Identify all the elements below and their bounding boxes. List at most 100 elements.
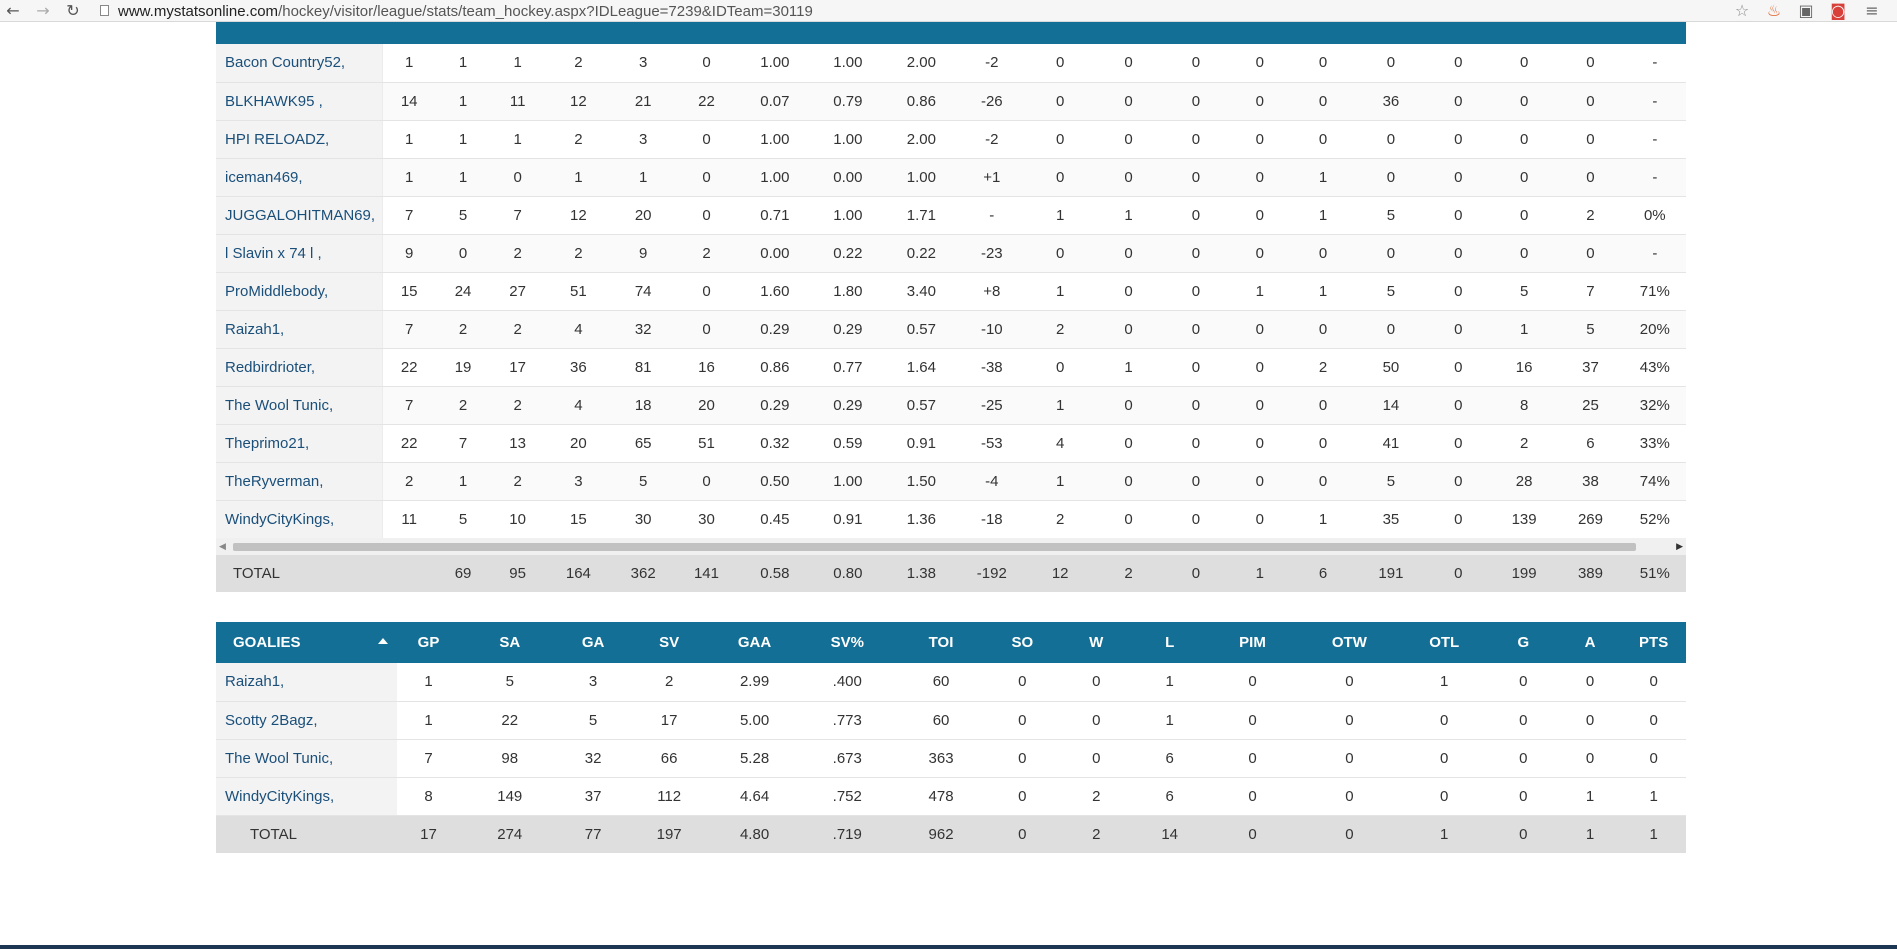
- skater-row: Theprimo21, 22 7 13 20 65 51 0.32 0.59 0.91 -53 4 0 0…: [216, 424, 1686, 463]
- stat-cell: 0: [1229, 120, 1290, 159]
- player-link[interactable]: iceman469,: [225, 168, 303, 186]
- stat-cell: 20: [612, 196, 675, 235]
- column-header-toi[interactable]: TOI: [897, 622, 985, 663]
- stat-cell: 0: [1094, 310, 1163, 349]
- stat-cell: 1: [1132, 701, 1207, 740]
- stat-cell: 0: [1400, 701, 1488, 740]
- stat-cell: 35: [1356, 500, 1426, 539]
- player-link[interactable]: Redbirdrioter,: [225, 358, 316, 376]
- stat-cell: 1: [1094, 196, 1163, 235]
- skater-row: Raizah1, 7 2 2 4 32 0 0.29 0.29 0.57 -10 2 0 0 0 0 0 0 1 5 2…: [216, 310, 1686, 349]
- goalie-link[interactable]: Raizah1,: [225, 673, 285, 691]
- horizontal-scrollbar[interactable]: ◀ ▶: [216, 538, 1686, 555]
- total-cell: 6: [1289, 555, 1357, 592]
- player-link[interactable]: ProMiddlebody,: [225, 282, 329, 300]
- stat-cell: 1: [397, 663, 460, 702]
- column-header-sv[interactable]: SV: [626, 622, 712, 663]
- player-link[interactable]: TheRyverman,: [225, 472, 324, 490]
- player-link[interactable]: HPI RELOADZ,: [225, 130, 330, 148]
- player-name-cell: l Slavin x 74 l ,: [216, 234, 383, 273]
- column-header-l[interactable]: L: [1132, 622, 1207, 663]
- stat-cell: 4.64: [711, 777, 798, 816]
- back-arrow-icon[interactable]: ←: [6, 1, 20, 20]
- column-header-gp[interactable]: GP: [397, 622, 460, 663]
- player-link[interactable]: Bacon Country52,: [225, 54, 346, 72]
- stat-cell: 14: [1356, 386, 1426, 425]
- stat-cell: 0.22: [884, 234, 959, 273]
- stat-cell: 19: [435, 348, 491, 387]
- column-header-pts[interactable]: PTS: [1621, 622, 1686, 663]
- stat-cell: 0: [1206, 739, 1299, 778]
- stat-cell: 1: [382, 120, 436, 159]
- column-header-so[interactable]: SO: [984, 622, 1060, 663]
- stat-cell: .400: [797, 663, 898, 702]
- sort-ascending-icon[interactable]: [378, 638, 389, 644]
- scroll-right-arrow-icon[interactable]: ▶: [1676, 541, 1683, 551]
- goalie-link[interactable]: WindyCityKings,: [225, 787, 335, 805]
- player-link[interactable]: The Wool Tunic,: [225, 396, 334, 414]
- column-header-g[interactable]: G: [1487, 622, 1559, 663]
- player-link[interactable]: Theprimo21,: [225, 434, 310, 452]
- stat-cell: 33%: [1623, 424, 1686, 463]
- reload-icon[interactable]: ↻: [66, 1, 80, 20]
- column-header-gaa[interactable]: GAA: [711, 622, 798, 663]
- stat-cell: 1: [1025, 462, 1095, 501]
- stat-cell: 149: [459, 777, 560, 816]
- player-link[interactable]: BLKHAWK95 ,: [225, 92, 323, 110]
- stat-cell: 2.00: [884, 120, 959, 159]
- stat-cell: 0: [1557, 82, 1624, 121]
- column-header-w[interactable]: W: [1059, 622, 1133, 663]
- stat-cell: 5: [559, 701, 627, 740]
- player-name-cell: TheRyverman,: [216, 462, 383, 501]
- stat-cell: 112: [626, 777, 712, 816]
- stat-cell: 0: [1025, 234, 1095, 273]
- stat-cell: 7: [435, 424, 491, 463]
- player-link[interactable]: l Slavin x 74 l ,: [225, 244, 322, 262]
- forward-arrow-icon[interactable]: →: [36, 1, 50, 20]
- stat-cell: 0: [1490, 196, 1558, 235]
- player-link[interactable]: WindyCityKings,: [225, 510, 335, 528]
- scrollbar-thumb[interactable]: [233, 543, 1636, 551]
- column-header-a[interactable]: A: [1558, 622, 1622, 663]
- stat-cell: 1.00: [738, 44, 812, 83]
- stat-cell: 5: [1356, 462, 1426, 501]
- stat-cell: 0: [1557, 158, 1624, 197]
- bookmark-star-icon[interactable]: ☆: [1734, 1, 1750, 20]
- goalie-link[interactable]: The Wool Tunic,: [225, 749, 334, 767]
- stat-cell: -: [1623, 120, 1686, 159]
- skater-row: The Wool Tunic, 7 2 2 4 18 20 0.29 0.29 0.57 -25 1 0…: [216, 386, 1686, 425]
- column-header-ga[interactable]: GA: [559, 622, 627, 663]
- stat-cell: 0: [1162, 234, 1230, 273]
- stat-cell: 0: [1425, 348, 1491, 387]
- stat-cell: 0: [1490, 44, 1558, 83]
- gamepad-extension-icon[interactable]: ▣: [1798, 1, 1814, 20]
- goalie-link[interactable]: Scotty 2Bagz,: [225, 711, 318, 729]
- player-link[interactable]: Raizah1,: [225, 320, 285, 338]
- scroll-left-arrow-icon[interactable]: ◀: [219, 541, 226, 551]
- goalies-table: GOALIES GP SA GA SV GAA SV% TOI SO W L PIM OTW OTL G A P…: [216, 622, 1686, 853]
- menu-icon[interactable]: ≡: [1865, 1, 1879, 20]
- column-header-pim[interactable]: PIM: [1206, 622, 1299, 663]
- skater-row: WindyCityKings, 11 5 10 15 30 30 0.45 0.91 1.36 -1…: [216, 500, 1686, 539]
- stat-cell: 0: [1162, 386, 1230, 425]
- total-cell: .719: [797, 815, 898, 853]
- stat-cell: 0: [1025, 158, 1095, 197]
- player-name-cell: The Wool Tunic,: [216, 386, 383, 425]
- address-bar[interactable]: www.mystatsonline.com/hockey/visitor/lea…: [94, 0, 1744, 22]
- stat-cell: 0: [1229, 196, 1290, 235]
- column-header-otw[interactable]: OTW: [1298, 622, 1401, 663]
- flame-extension-icon[interactable]: ♨: [1766, 1, 1782, 20]
- column-header-sa[interactable]: SA: [459, 622, 560, 663]
- stat-cell: -53: [958, 424, 1026, 463]
- url-text[interactable]: www.mystatsonline.com/hockey/visitor/lea…: [118, 3, 813, 20]
- total-cell: 362: [612, 555, 675, 592]
- goalies-header[interactable]: GOALIES: [216, 622, 398, 663]
- stat-cell: 0: [1025, 82, 1095, 121]
- stat-cell: 0: [1094, 500, 1163, 539]
- player-link[interactable]: JUGGALOHITMAN69,: [225, 206, 376, 224]
- stat-cell: 1: [382, 44, 436, 83]
- column-header-otl[interactable]: OTL: [1400, 622, 1488, 663]
- column-header-sv-pct[interactable]: SV%: [797, 622, 898, 663]
- red-extension-icon[interactable]: ◙: [1830, 1, 1846, 20]
- stat-cell: 0: [1425, 386, 1491, 425]
